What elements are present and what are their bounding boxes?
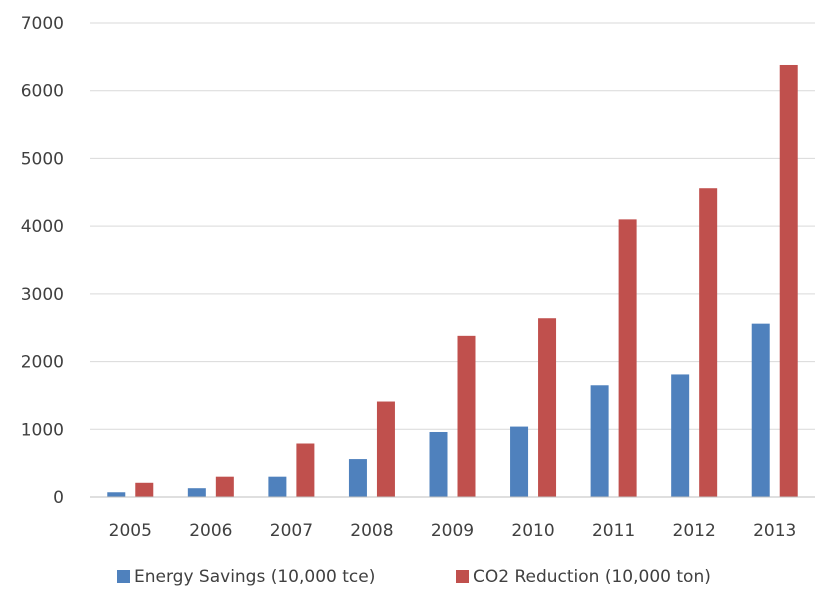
bar-energy-savings-2005 [107, 492, 126, 497]
x-tick-label: 2007 [270, 521, 313, 541]
x-tick-label: 2011 [592, 521, 635, 541]
y-tick-label: 4000 [21, 217, 64, 237]
bar-energy-savings-2011 [590, 385, 609, 497]
legend-label-co2-reduction: CO2 Reduction (10,000 ton) [473, 567, 711, 587]
x-tick-label: 2006 [189, 521, 232, 541]
bar-energy-savings-2010 [510, 426, 529, 497]
bar-co2-reduction-2007 [296, 443, 315, 497]
bar-co2-reduction-2012 [699, 188, 718, 498]
bar-energy-savings-2012 [671, 374, 690, 497]
y-tick-label: 0 [53, 488, 64, 508]
legend-label-energy-savings: Energy Savings (10,000 tce) [134, 567, 375, 587]
bar-co2-reduction-2011 [618, 219, 637, 497]
x-tick-label: 2013 [753, 521, 796, 541]
grid-lines [90, 22, 815, 430]
y-axis-ticks: 0 1000 2000 3000 4000 5000 6000 7000 [21, 14, 64, 508]
x-tick-label: 2005 [109, 521, 152, 541]
bars [107, 64, 798, 498]
bar-co2-reduction-2013 [779, 64, 798, 498]
bar-co2-reduction-2006 [215, 476, 234, 497]
bar-co2-reduction-2005 [135, 482, 154, 497]
bar-co2-reduction-2008 [376, 401, 395, 497]
x-tick-label: 2009 [431, 521, 474, 541]
legend-swatch-energy-savings [117, 570, 130, 583]
x-tick-label: 2012 [673, 521, 716, 541]
bar-energy-savings-2008 [348, 459, 367, 497]
y-tick-label: 3000 [21, 285, 64, 305]
bar-energy-savings-2006 [187, 488, 206, 497]
bar-energy-savings-2007 [268, 476, 287, 497]
bar-co2-reduction-2010 [538, 318, 557, 497]
legend-swatch-co2-reduction [456, 570, 469, 583]
legend: Energy Savings (10,000 tce) CO2 Reductio… [117, 567, 711, 587]
bar-energy-savings-2013 [751, 323, 770, 497]
y-tick-label: 6000 [21, 82, 64, 102]
x-tick-label: 2010 [511, 521, 554, 541]
y-tick-label: 1000 [21, 420, 64, 440]
y-tick-label: 5000 [21, 149, 64, 169]
bar-energy-savings-2009 [429, 431, 448, 497]
x-tick-label: 2008 [350, 521, 393, 541]
bar-co2-reduction-2009 [457, 335, 476, 497]
y-tick-label: 7000 [21, 14, 64, 34]
x-axis-ticks: 2005 2006 2007 2008 2009 2010 2011 2012 2013 [109, 521, 797, 541]
y-tick-label: 2000 [21, 353, 64, 373]
